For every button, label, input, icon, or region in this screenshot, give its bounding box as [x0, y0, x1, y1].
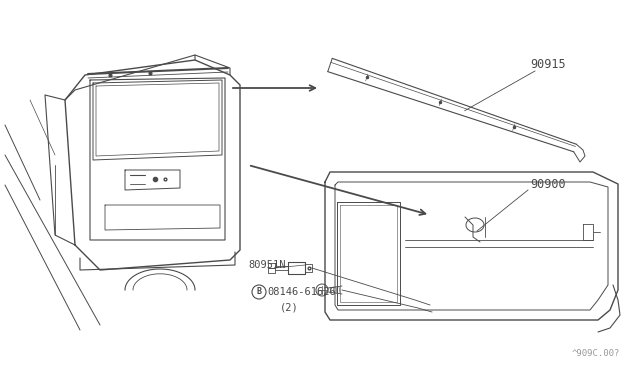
Text: 08146-61626: 08146-61626 — [267, 287, 336, 297]
Text: 80951N: 80951N — [248, 260, 285, 270]
Text: 90900: 90900 — [530, 179, 566, 192]
Text: B: B — [257, 288, 262, 296]
Text: (2): (2) — [280, 303, 299, 313]
Text: 90915: 90915 — [530, 58, 566, 71]
Text: ^909C.00?: ^909C.00? — [572, 349, 620, 358]
